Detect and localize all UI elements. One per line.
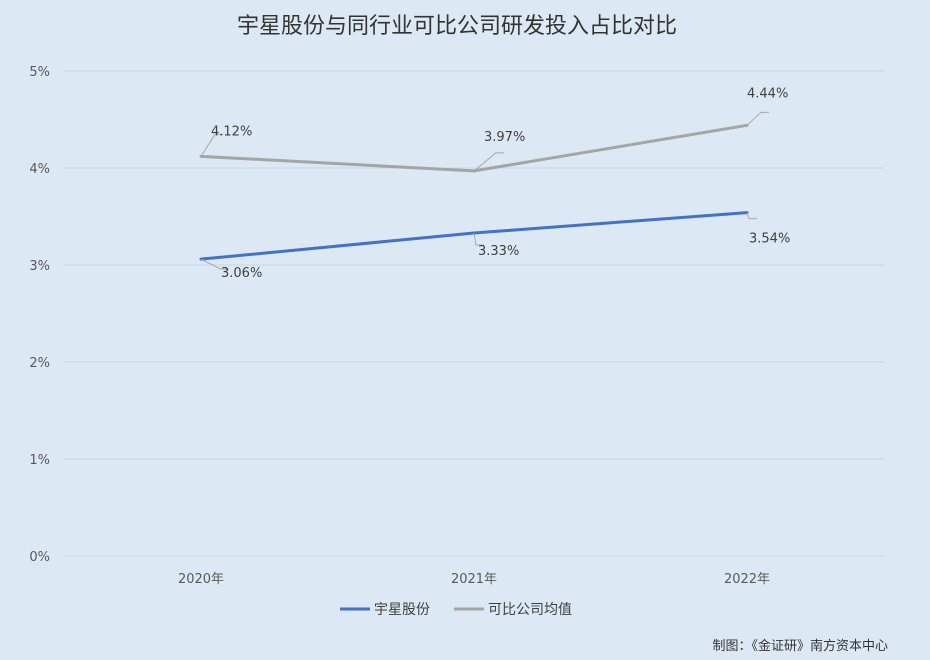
x-tick-label: 2022年 — [724, 572, 770, 587]
y-tick-label: 5% — [29, 65, 50, 80]
series-line-1 — [200, 123, 748, 173]
legend-label: 宇星股份 — [374, 602, 430, 618]
data-label: 3.06% — [221, 266, 262, 281]
leader-line — [200, 133, 223, 157]
y-tick-label: 1% — [29, 453, 50, 468]
x-axis-ticks: 2020年 2021年 2022年 — [178, 572, 770, 587]
leader-line — [473, 232, 484, 246]
data-label: 3.97% — [484, 130, 525, 145]
data-label: 4.44% — [747, 86, 788, 101]
legend-label: 可比公司均值 — [488, 602, 572, 618]
y-tick-label: 4% — [29, 162, 50, 177]
leader-line — [746, 212, 757, 220]
leader-line — [200, 258, 229, 270]
y-tick-label: 2% — [29, 356, 50, 371]
x-tick-label: 2020年 — [178, 572, 224, 587]
y-tick-label: 3% — [29, 259, 50, 274]
footer-credit: 制图：《金证研》南方资本中心 — [712, 638, 888, 654]
data-label: 4.12% — [211, 124, 252, 139]
data-label: 3.33% — [478, 244, 519, 259]
series-lines — [199, 123, 749, 261]
data-label: 3.54% — [749, 232, 790, 247]
x-tick-label: 2021年 — [451, 572, 497, 587]
data-labels: 3.06% 3.33% 3.54% 4.12% 3.97% 4.44% — [200, 86, 790, 281]
chart-title: 宇星股份与同行业可比公司研发投入占比对比 — [237, 14, 677, 39]
legend: 宇星股份 可比公司均值 — [340, 602, 572, 618]
leader-line — [746, 111, 769, 126]
y-axis-ticks: 0% 1% 2% 3% 4% 5% — [29, 65, 50, 565]
leader-line — [473, 152, 504, 172]
y-tick-label: 0% — [29, 550, 50, 565]
gridlines — [64, 70, 884, 557]
